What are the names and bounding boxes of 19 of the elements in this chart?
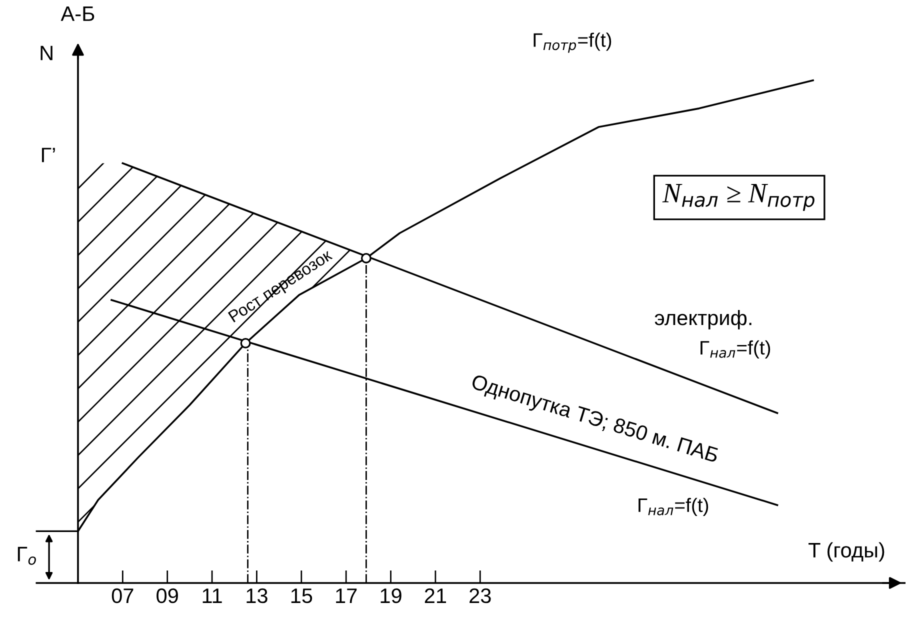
chart-title: А-Б xyxy=(60,6,94,21)
x-tick-label: 07 xyxy=(112,588,134,604)
text: Г’ xyxy=(42,148,55,162)
x-tick-label: 23 xyxy=(470,588,491,604)
y-axis-title: N xyxy=(40,46,52,60)
annotation: электриф. xyxy=(654,310,752,330)
x-tick-label: 15 xyxy=(291,588,312,604)
x-tick-label: 21 xyxy=(424,588,446,603)
x-tick-label: 19 xyxy=(380,588,402,604)
x-axis-title: T (годы) xyxy=(808,542,884,562)
x-tick-label: 17 xyxy=(336,588,357,603)
annotation: Г$_{нал}$=f(t) xyxy=(638,498,708,516)
annotation: Г$_{нал}$=f(t) xyxy=(700,340,770,359)
x-tick-label: 09 xyxy=(156,588,178,604)
annotation: N$_{нал}$ ≥ N$_{потр}$ xyxy=(662,184,814,211)
x-tick-label: 13 xyxy=(246,588,268,604)
x-tick-label: 11 xyxy=(202,588,222,603)
text: Г$_{потр}$=f(t) xyxy=(534,32,612,53)
text: Г$_{о}$ xyxy=(18,546,36,565)
